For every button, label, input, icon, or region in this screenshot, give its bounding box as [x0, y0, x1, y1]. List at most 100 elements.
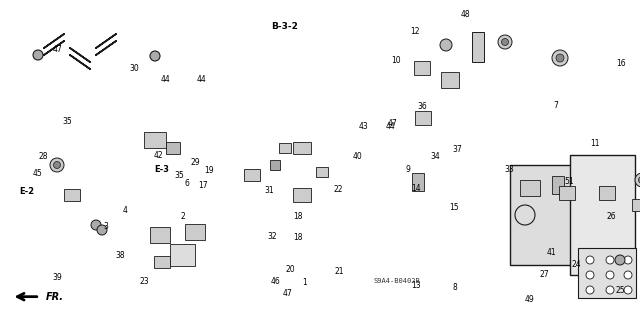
Circle shape [150, 51, 160, 61]
Text: 39: 39 [52, 273, 63, 282]
Text: 44: 44 [385, 122, 396, 131]
Text: 23: 23 [139, 277, 149, 286]
Circle shape [635, 173, 640, 187]
Circle shape [624, 271, 632, 279]
Text: 47: 47 [282, 289, 292, 298]
Circle shape [586, 256, 594, 264]
Text: 18: 18 [293, 212, 302, 221]
Text: 47: 47 [387, 119, 397, 128]
Text: 25: 25 [616, 286, 626, 295]
Text: 26: 26 [606, 212, 616, 221]
Circle shape [552, 50, 568, 66]
Text: 44: 44 [160, 75, 170, 84]
Circle shape [556, 54, 564, 62]
Text: 41: 41 [547, 248, 557, 256]
Bar [293, 142, 311, 154]
Bar [166, 142, 180, 154]
Text: 51: 51 [564, 177, 575, 186]
Bar [30, 18, 170, 98]
Text: 33: 33 [504, 165, 514, 174]
Circle shape [624, 286, 632, 294]
Bar [415, 111, 431, 125]
Circle shape [586, 286, 594, 294]
Text: 49: 49 [525, 295, 535, 304]
Bar [510, 165, 585, 265]
Text: 10: 10 [390, 56, 401, 65]
Text: 20: 20 [285, 265, 295, 274]
Bar [441, 72, 459, 88]
Text: 42: 42 [154, 151, 164, 160]
Circle shape [33, 50, 43, 60]
Text: 13: 13 [411, 281, 421, 290]
Circle shape [440, 39, 452, 51]
Bar [279, 143, 291, 153]
Text: 29: 29 [190, 158, 200, 167]
Bar [578, 248, 636, 298]
Circle shape [54, 161, 61, 168]
Text: 21: 21 [335, 267, 344, 276]
Text: 44: 44 [196, 75, 207, 84]
Bar [293, 188, 311, 202]
Bar [520, 180, 540, 196]
Text: 16: 16 [616, 59, 626, 68]
Text: 48: 48 [461, 10, 471, 19]
Bar [64, 189, 80, 201]
Text: 22: 22 [333, 185, 342, 194]
Circle shape [50, 158, 64, 172]
Text: 47: 47 [52, 45, 63, 54]
Bar [170, 244, 195, 266]
Bar [412, 173, 424, 191]
Text: 9: 9 [406, 165, 411, 174]
Bar [185, 224, 205, 240]
Circle shape [498, 35, 512, 49]
Text: FR.: FR. [46, 292, 64, 302]
Text: S9A4-B0402B: S9A4-B0402B [373, 278, 420, 284]
Text: 7: 7 [553, 101, 558, 110]
Bar [570, 155, 635, 275]
Circle shape [606, 286, 614, 294]
Text: 12: 12 [410, 27, 419, 36]
Text: 37: 37 [452, 145, 463, 154]
Text: 4: 4 [122, 206, 127, 215]
Text: E-2: E-2 [19, 187, 35, 196]
Bar [154, 256, 170, 268]
Bar [599, 186, 615, 200]
Text: 6: 6 [184, 179, 189, 188]
Circle shape [639, 176, 640, 183]
Text: 11: 11 [591, 139, 600, 148]
Bar [30, 18, 170, 98]
Bar [632, 199, 640, 211]
Text: 43: 43 [358, 122, 369, 131]
Circle shape [91, 220, 101, 230]
Text: 14: 14 [411, 184, 421, 193]
Bar [559, 186, 575, 200]
Bar [244, 169, 260, 181]
Text: 30: 30 [129, 64, 140, 73]
Bar [270, 160, 280, 170]
Text: 15: 15 [449, 203, 460, 212]
Bar [490, 150, 600, 295]
Bar [490, 148, 600, 293]
Circle shape [606, 271, 614, 279]
Text: 27: 27 [539, 270, 549, 279]
Bar [150, 227, 170, 243]
Text: 35: 35 [62, 117, 72, 126]
Text: 38: 38 [115, 251, 125, 260]
Text: 34: 34 [430, 152, 440, 161]
Text: 45: 45 [32, 169, 42, 178]
Text: 32: 32 [267, 232, 277, 241]
Bar [552, 176, 564, 194]
Circle shape [97, 225, 107, 235]
Text: 8: 8 [452, 283, 457, 292]
Text: 17: 17 [198, 182, 208, 190]
Bar [480, 68, 615, 188]
Bar [414, 61, 430, 75]
Circle shape [586, 271, 594, 279]
Text: 1: 1 [302, 278, 307, 287]
Text: 31: 31 [264, 186, 274, 195]
Circle shape [615, 255, 625, 265]
Text: 35: 35 [174, 171, 184, 180]
Text: 3: 3 [103, 222, 108, 231]
Text: 18: 18 [293, 233, 302, 242]
Bar [316, 167, 328, 177]
